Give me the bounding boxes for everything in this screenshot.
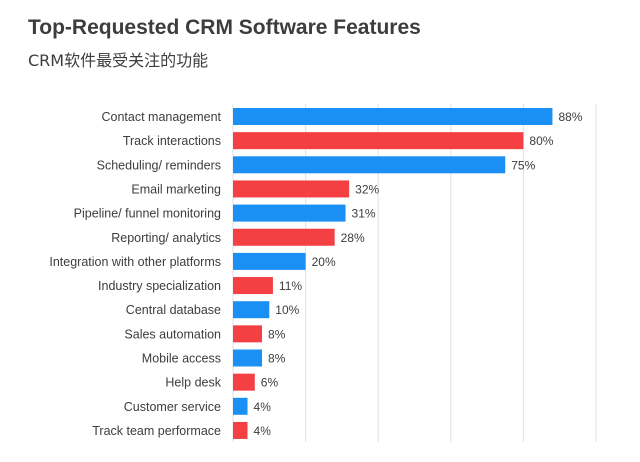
category-label-4: Pipeline/ funnel monitoring xyxy=(74,207,221,221)
chart-subtitle: CRM软件最受关注的功能 xyxy=(28,51,209,70)
value-label-4: 31% xyxy=(352,207,376,221)
bar-11 xyxy=(233,373,255,391)
value-label-9: 8% xyxy=(268,327,286,341)
value-label-5: 28% xyxy=(341,231,365,245)
bar-8 xyxy=(233,301,270,319)
bars xyxy=(233,108,553,439)
labels: Contact management 88% Track interactions 8… xyxy=(49,110,582,438)
bar-3 xyxy=(233,180,350,198)
value-label-6: 20% xyxy=(312,255,336,269)
bar-12 xyxy=(233,397,248,415)
category-label-10: Mobile access xyxy=(142,352,221,366)
category-label-2: Scheduling/ reminders xyxy=(97,158,221,172)
category-label-1: Track interactions xyxy=(123,134,221,148)
bar-2 xyxy=(233,156,506,174)
category-label-11: Help desk xyxy=(165,376,221,390)
category-label-0: Contact management xyxy=(101,110,221,124)
category-label-8: Central database xyxy=(126,303,221,317)
category-label-13: Track team performace xyxy=(92,424,221,438)
value-label-3: 32% xyxy=(355,182,379,196)
gridlines xyxy=(232,104,597,442)
bar-0 xyxy=(233,108,553,125)
category-label-6: Integration with other platforms xyxy=(49,255,221,269)
chart-title: Top-Requested CRM Software Features xyxy=(28,16,421,39)
bar-9 xyxy=(233,325,263,343)
value-label-0: 88% xyxy=(558,110,582,124)
bar-1 xyxy=(233,132,524,150)
value-label-11: 6% xyxy=(261,376,279,390)
category-label-5: Reporting/ analytics xyxy=(111,231,221,245)
bar-5 xyxy=(233,228,335,246)
category-label-9: Sales automation xyxy=(124,327,221,341)
category-label-3: Email marketing xyxy=(131,182,221,196)
category-label-12: Customer service xyxy=(124,400,221,414)
bar-7 xyxy=(233,277,273,295)
value-label-12: 4% xyxy=(254,400,272,414)
category-label-7: Industry specialization xyxy=(98,279,221,293)
value-label-1: 80% xyxy=(529,134,553,148)
value-label-10: 8% xyxy=(268,352,286,366)
bar-4 xyxy=(233,204,346,222)
bar-13 xyxy=(233,421,248,439)
value-label-13: 4% xyxy=(254,424,272,438)
value-label-2: 75% xyxy=(511,158,535,172)
bar-10 xyxy=(233,349,263,367)
value-label-8: 10% xyxy=(275,303,299,317)
bar-6 xyxy=(233,252,306,270)
value-label-7: 11% xyxy=(279,279,302,293)
